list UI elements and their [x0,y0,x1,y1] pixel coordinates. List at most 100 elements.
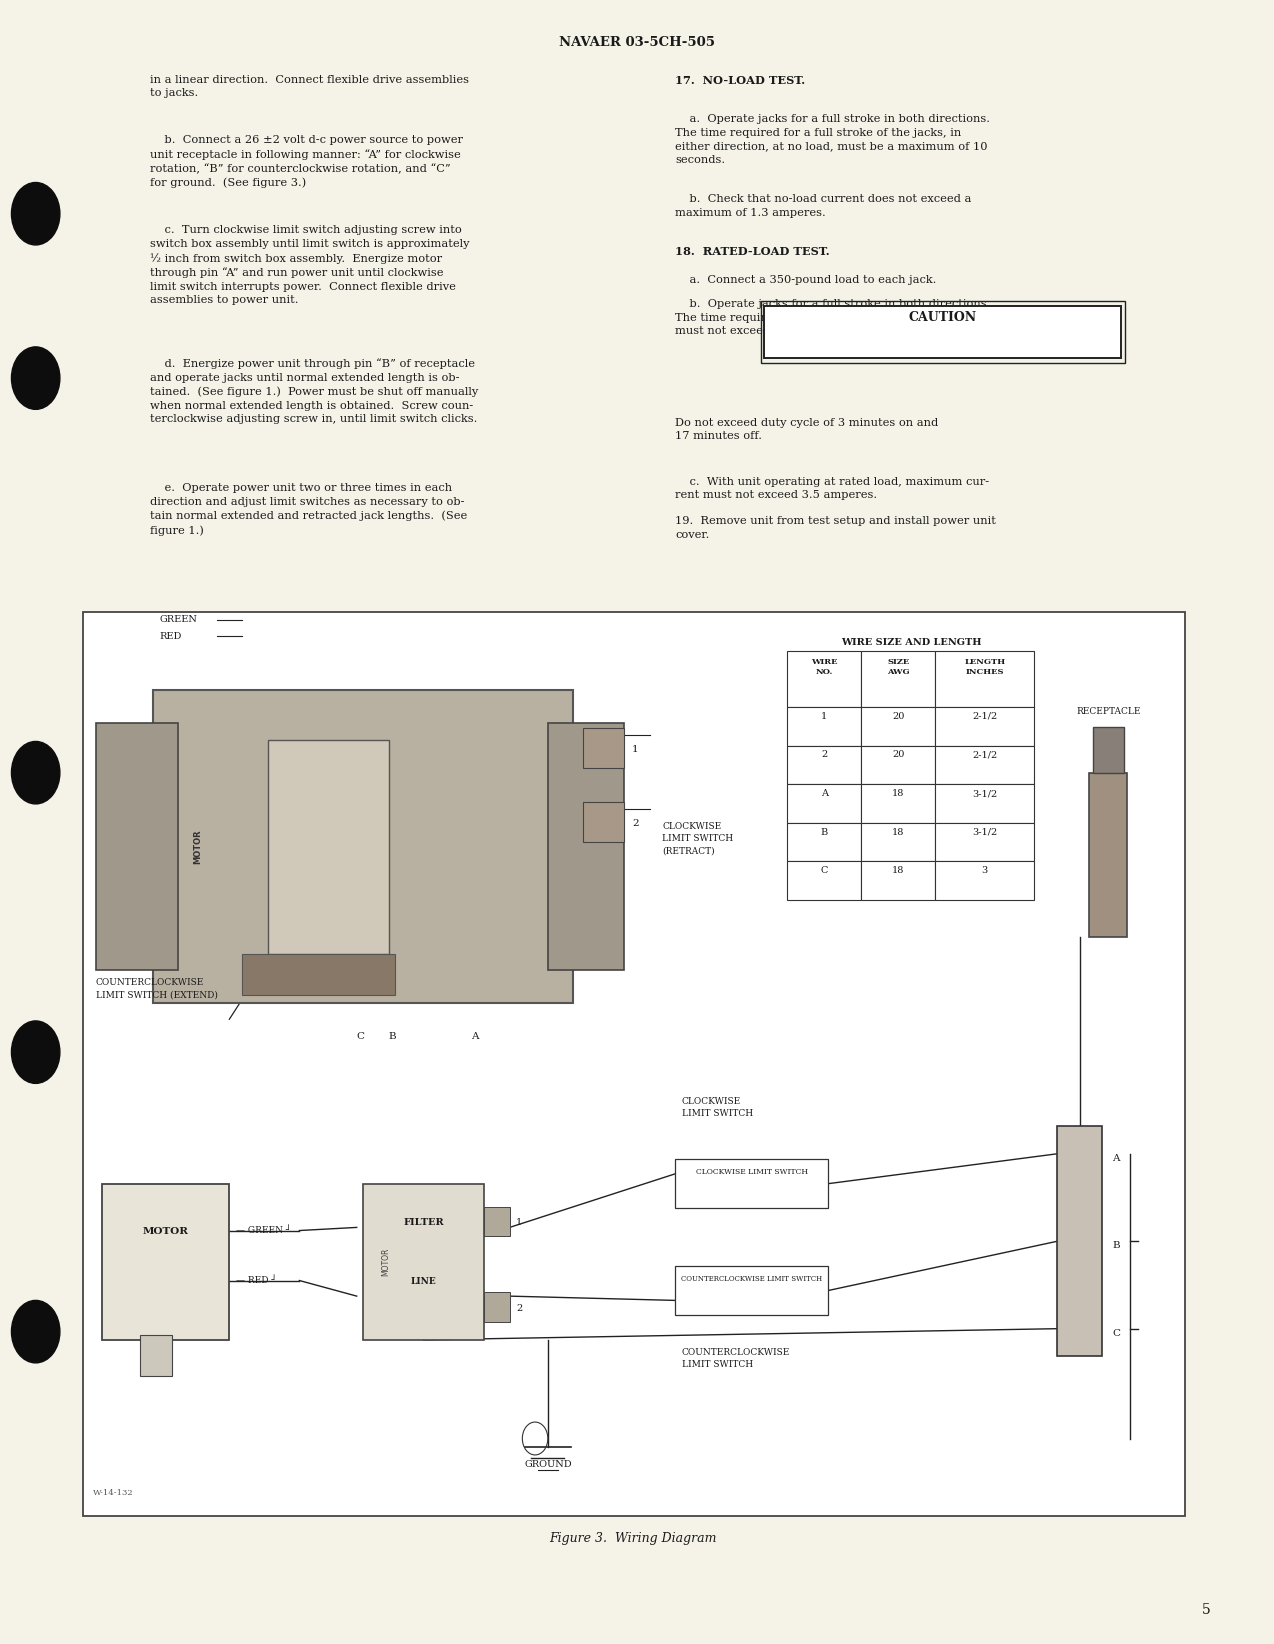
Text: 1: 1 [516,1218,522,1226]
Text: CLOCKWISE
LIMIT SWITCH: CLOCKWISE LIMIT SWITCH [682,1097,753,1118]
Text: C: C [820,866,828,875]
Bar [96,723,178,970]
Text: C: C [1112,1328,1120,1338]
Text: GROUND: GROUND [524,1460,572,1468]
Bar [787,861,861,901]
Text: A: A [471,1032,479,1041]
Text: 18.  RATED-LOAD TEST.: 18. RATED-LOAD TEST. [675,245,829,256]
Text: 17.  NO-LOAD TEST.: 17. NO-LOAD TEST. [675,74,805,85]
Bar [935,784,1034,824]
Text: 1: 1 [632,745,638,753]
Text: a.  Operate jacks for a full stroke in both directions.
The time required for a : a. Operate jacks for a full stroke in bo… [675,115,990,164]
Text: CAUTION: CAUTION [908,311,977,324]
Text: FILTER: FILTER [310,778,347,787]
Bar [675,1159,828,1208]
Bar [935,746,1034,784]
Text: 18: 18 [892,866,905,875]
Bar [787,651,861,707]
Text: 3: 3 [982,866,987,875]
Text: 3-1/2: 3-1/2 [972,789,998,797]
Text: — RED ┘: — RED ┘ [236,1276,276,1286]
Text: A: A [1112,1154,1120,1162]
Text: 19.  Remove unit from test setup and install power unit
cover.: 19. Remove unit from test setup and inst… [675,516,996,539]
Text: Do not exceed duty cycle of 3 minutes on and
17 minutes off.: Do not exceed duty cycle of 3 minutes on… [675,418,939,441]
Bar [484,1292,510,1322]
Text: RECEPTACLE: RECEPTACLE [1077,707,1140,715]
Circle shape [11,741,60,804]
Text: A: A [820,789,828,797]
Bar [268,740,389,954]
Text: CLOCKWISE LIMIT SWITCH: CLOCKWISE LIMIT SWITCH [696,1167,808,1175]
Bar [83,612,1185,1516]
Text: WIRE SIZE AND LENGTH: WIRE SIZE AND LENGTH [841,638,981,646]
Text: 3-1/2: 3-1/2 [972,829,998,837]
Bar [861,784,935,824]
Text: 18: 18 [892,829,905,837]
Text: — GREEN ┘: — GREEN ┘ [236,1226,290,1235]
Text: d.  Energize power unit through pin “B” of receptacle
and operate jacks until no: d. Energize power unit through pin “B” o… [150,358,479,424]
Bar [861,861,935,901]
Bar [764,306,1121,358]
Text: COUNTERCLOCKWISE
LIMIT SWITCH (EXTEND): COUNTERCLOCKWISE LIMIT SWITCH (EXTEND) [96,978,218,1000]
Bar [861,824,935,861]
Bar [935,824,1034,861]
Text: b.  Check that no-load current does not exceed a
maximum of 1.3 amperes.: b. Check that no-load current does not e… [675,194,972,217]
Text: RED: RED [159,631,182,641]
Circle shape [11,347,60,409]
Bar [787,824,861,861]
Text: MOTOR: MOTOR [143,1228,189,1236]
Bar [242,954,395,995]
Text: B: B [820,829,828,837]
Text: a.  Connect a 350-pound load to each jack.: a. Connect a 350-pound load to each jack… [675,275,936,284]
Bar [787,707,861,746]
Text: e.  Operate power unit two or three times in each
direction and adjust limit swi: e. Operate power unit two or three times… [150,483,468,536]
Text: 2: 2 [822,750,827,760]
Text: FILTER: FILTER [404,1218,443,1226]
Text: COUNTERCLOCKWISE LIMIT SWITCH: COUNTERCLOCKWISE LIMIT SWITCH [682,1274,822,1282]
Text: 2-1/2: 2-1/2 [972,712,998,720]
Bar [861,707,935,746]
Text: NAVAER 03-5CH-505: NAVAER 03-5CH-505 [559,36,715,49]
Bar [935,861,1034,901]
Bar [1089,773,1127,937]
Text: 2: 2 [632,819,638,827]
Text: CLOCKWISE
LIMIT SWITCH
(RETRACT): CLOCKWISE LIMIT SWITCH (RETRACT) [662,822,734,855]
Text: GREEN: GREEN [159,615,197,625]
Text: LENGTH
INCHES: LENGTH INCHES [964,658,1005,676]
Text: b.  Operate jacks for a full stroke in both directions.
The time required for a : b. Operate jacks for a full stroke in bo… [675,299,991,337]
Bar [102,1184,229,1340]
Text: 18: 18 [892,789,905,797]
Text: c.  Turn clockwise limit switch adjusting screw into
switch box assembly until l: c. Turn clockwise limit switch adjusting… [150,225,470,306]
Text: W-14-132: W-14-132 [93,1489,134,1498]
Text: 1: 1 [822,712,827,720]
Text: 5: 5 [1201,1603,1210,1618]
Bar [861,651,935,707]
Circle shape [11,1021,60,1083]
Text: C: C [357,1032,364,1041]
Bar [363,1184,484,1340]
Text: 20: 20 [892,712,905,720]
Text: B: B [389,1032,396,1041]
Bar [583,802,624,842]
Bar [675,1266,828,1315]
Text: LINE: LINE [316,842,340,850]
Bar [861,746,935,784]
Text: MOTOR: MOTOR [381,1248,391,1276]
Text: SIZE
AWG: SIZE AWG [887,658,910,676]
Text: COUNTERCLOCKWISE
LIMIT SWITCH: COUNTERCLOCKWISE LIMIT SWITCH [682,1348,790,1369]
Text: b.  Connect a 26 ±2 volt d-c power source to power
unit receptacle in following : b. Connect a 26 ±2 volt d-c power source… [150,135,464,189]
Text: Figure 3.  Wiring Diagram: Figure 3. Wiring Diagram [549,1532,717,1545]
Text: 2-1/2: 2-1/2 [972,750,998,760]
Bar [583,728,624,768]
Text: B: B [1112,1241,1120,1249]
Text: c.  With unit operating at rated load, maximum cur-
rent must not exceed 3.5 amp: c. With unit operating at rated load, ma… [675,477,990,500]
Text: 2: 2 [516,1304,522,1312]
Text: MOTOR: MOTOR [192,829,203,865]
Bar [787,746,861,784]
Bar [761,301,1125,363]
Bar [140,1335,172,1376]
Text: in a linear direction.  Connect flexible drive assemblies
to jacks.: in a linear direction. Connect flexible … [150,74,469,99]
Text: 20: 20 [892,750,905,760]
Bar [548,723,624,970]
Bar [935,651,1034,707]
